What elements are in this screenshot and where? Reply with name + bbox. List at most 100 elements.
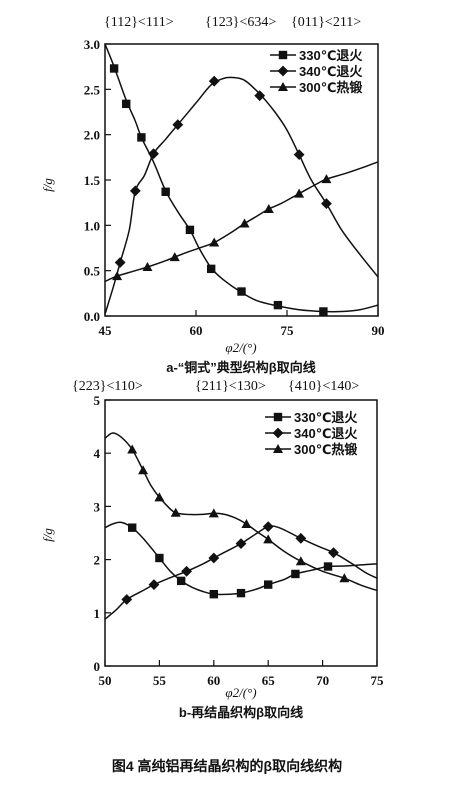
chart-a-y-tick-label: 1.0 xyxy=(84,218,100,233)
chart-a-series-1-point xyxy=(206,264,216,274)
chart-b-series-3-point xyxy=(154,492,165,502)
chart-a-series-2-point xyxy=(208,75,220,87)
chart-b-y-tick-label: 1 xyxy=(94,606,101,621)
chart-b-series-3-point xyxy=(138,465,149,475)
chart-b-y-tick-label: 0 xyxy=(94,659,101,674)
figure-caption: 图4 高纯铝再结晶织构的β取向线织构 xyxy=(111,758,343,774)
chart-b-x-tick-label: 50 xyxy=(99,673,112,688)
chart-a-series-3-point xyxy=(209,237,220,247)
chart-b-series-1-point xyxy=(209,589,218,599)
chart-b-x-tick-label: 60 xyxy=(207,673,220,688)
chart-a-y-tick-label: 0.0 xyxy=(84,309,100,324)
chart-b-x-tick-label: 70 xyxy=(316,673,329,688)
chart-a-y-tick-label: 0.5 xyxy=(84,264,101,279)
chart-a-series-1-point xyxy=(122,99,131,109)
chart-b-series-1-point xyxy=(323,562,333,571)
chart-a-legend-marker-3 xyxy=(278,82,288,91)
chart-b-legend-marker-1 xyxy=(273,412,283,422)
chart-a-x-label: φ2/(°) xyxy=(225,340,256,355)
chart-b-subtitle: b-再结晶织构β取向线 xyxy=(179,705,303,720)
chart-b-annotation-3: {410}<140> xyxy=(288,379,359,394)
chart-a-series-2-point xyxy=(148,148,159,160)
chart-b-y-tick-label: 3 xyxy=(94,499,101,514)
chart-b-series-1-point xyxy=(176,576,186,586)
chart-a-series-1-point xyxy=(237,287,246,296)
chart-b-x-tick-label: 55 xyxy=(153,673,167,688)
chart-a-series-3-point xyxy=(142,262,153,272)
chart-a-legend-marker-1 xyxy=(278,50,288,60)
chart-a-series-1-point xyxy=(109,64,119,73)
chart-b-series-2-point xyxy=(181,565,192,577)
chart-b-series-3-point xyxy=(127,444,138,454)
chart-b-series-2-point xyxy=(262,521,274,533)
chart-b-series-2-point xyxy=(295,532,307,544)
chart-a-y-tick-label: 2.5 xyxy=(84,82,101,97)
chart-b-series-1-point xyxy=(236,588,246,598)
chart-a-series-3-point xyxy=(263,204,274,214)
chart-b-legend-label-3: 300℃热锻 xyxy=(294,442,357,457)
chart-b-y-tick-label: 4 xyxy=(94,446,101,461)
chart-a-series-2-point xyxy=(254,90,266,102)
chart-b-series-2-point xyxy=(328,547,339,559)
chart-a-x-tick-label: 60 xyxy=(190,323,203,338)
chart-a-series-3-point xyxy=(321,174,332,184)
chart-a-series-2-point xyxy=(114,257,126,268)
chart-b-series-1-point xyxy=(128,523,137,532)
chart-a-series-2-point xyxy=(129,185,141,197)
chart-b-x-label: φ2/(°) xyxy=(225,685,256,700)
chart-b-series-1-point xyxy=(264,580,273,589)
chart-b-series-2-point xyxy=(121,594,133,605)
chart-a-series-1-point xyxy=(161,187,170,196)
chart-a-series-2-point xyxy=(321,198,332,209)
chart-b-y-tick-label: 2 xyxy=(94,553,101,568)
chart-b-x-tick-label: 75 xyxy=(371,673,385,688)
chart-a-y-label: f/g xyxy=(40,178,55,192)
chart-a-series-2-point xyxy=(172,119,184,131)
chart-b: {223}<110> {211}<130> {410}<140> 012345 … xyxy=(40,379,384,720)
chart-b-legend-label-1: 330℃退火 xyxy=(294,410,358,425)
chart-a-legend-label-2: 340℃退火 xyxy=(299,64,363,79)
chart-b-series-2-point xyxy=(235,538,247,550)
chart-a-legend-label-3: 300℃热锻 xyxy=(299,80,362,95)
chart-a-series-2-line xyxy=(104,76,379,315)
chart-a-series-1-point xyxy=(319,307,328,316)
chart-b-legend-marker-3 xyxy=(273,444,283,453)
chart-a-annotation-1: {112}<111> xyxy=(104,15,174,30)
chart-b-series-3-point xyxy=(241,518,252,528)
chart-a-series-1-point xyxy=(273,300,283,310)
chart-b-annotation-2: {211}<130> xyxy=(195,379,266,394)
chart-b-legend-marker-2 xyxy=(272,427,284,439)
chart-a-x-tick-label: 75 xyxy=(281,323,295,338)
chart-b-series-1-line xyxy=(104,521,378,596)
chart-b-legend-label-2: 340℃退火 xyxy=(294,426,358,441)
chart-b-series-1-point xyxy=(155,553,164,563)
chart-a-series-1-point xyxy=(137,133,146,142)
chart-b-plot-frame xyxy=(104,399,378,667)
chart-b-series-2-point xyxy=(208,552,220,564)
chart-a-annotation-3: {011}<211> xyxy=(291,15,361,30)
chart-b-x-tick-label: 65 xyxy=(262,673,276,688)
chart-b-y-tick-label: 5 xyxy=(94,393,101,408)
chart-b-series-1-point xyxy=(291,569,300,579)
chart-a-series-3-point xyxy=(169,252,180,262)
chart-a-x-tick-label: 45 xyxy=(99,323,113,338)
chart-b-annotation-1: {223}<110> xyxy=(72,379,143,394)
chart-b-y-label: f/g xyxy=(40,528,55,542)
chart-a-series-3-point xyxy=(294,188,305,198)
chart-a-series-2-point xyxy=(293,149,305,161)
chart-a-annotation-2: {123}<634> xyxy=(205,15,276,30)
chart-b-series-3-point xyxy=(208,508,219,518)
chart-a-x-tick-label: 90 xyxy=(372,323,385,338)
chart-a-series-1-point xyxy=(185,225,195,235)
chart-b-series-3-point xyxy=(295,556,306,566)
chart-a: {112}<111> {123}<634> {011}<211> 0.0 0.5 1… xyxy=(40,15,385,375)
chart-a-y-tick-label: 3.0 xyxy=(84,37,100,52)
chart-a-series-3-point xyxy=(112,271,123,281)
chart-a-y-tick-label: 2.0 xyxy=(84,128,100,143)
chart-b-series-3-point xyxy=(339,573,350,583)
chart-a-series-3-point xyxy=(239,218,250,228)
chart-b-series-3-point xyxy=(263,534,274,544)
